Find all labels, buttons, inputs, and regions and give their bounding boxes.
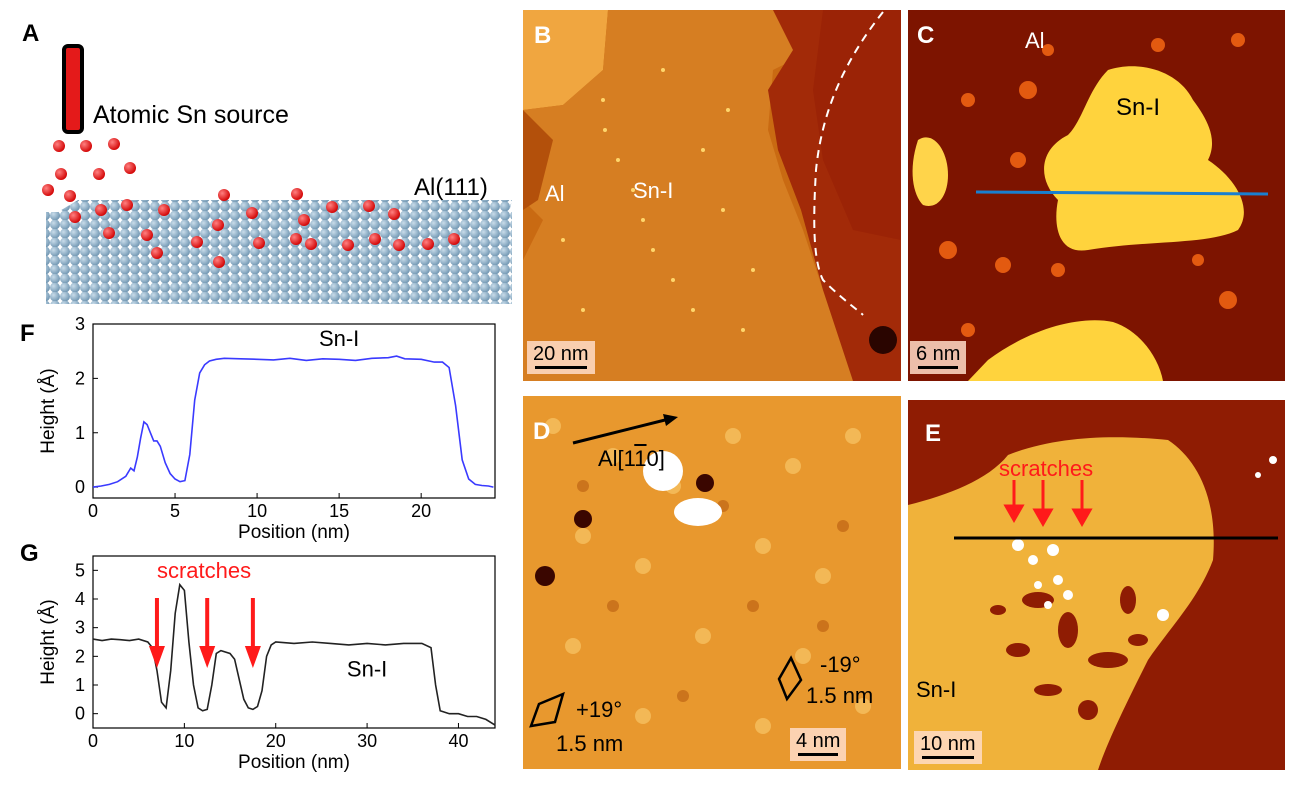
- scalebar-b-text: 20 nm: [533, 343, 589, 365]
- scalebar-d: 4 nm: [790, 728, 847, 761]
- y-tick-label: 2: [75, 646, 85, 666]
- stm-image-b: [523, 10, 901, 381]
- x-tick-label: 0: [88, 731, 98, 751]
- label-sn-c: Sn-I: [1116, 94, 1161, 121]
- y-tick-label: 2: [75, 368, 85, 388]
- panel-letter-d: D: [533, 418, 551, 445]
- chart-g: 0 10 20 30 40 0 1 2 3 4 5 Position (nm) Height (Å) Sn…: [38, 555, 496, 773]
- chart-f-text: 0 5 10 15 20 0 1 2 3 Position (nm) Height (Å) Sn-I: [38, 314, 431, 543]
- x-tick-label: 5: [170, 501, 180, 521]
- chart-g-marks: [92, 582, 496, 726]
- scalebar-e-text: 10 nm: [920, 733, 976, 755]
- y-axis-title: Height (Å): [38, 599, 59, 685]
- al-slab: [46, 212, 512, 304]
- panel-letter-b: B: [534, 22, 552, 49]
- panel-letter-c: C: [917, 22, 935, 49]
- scalebar-d-text: 4 nm: [796, 730, 841, 752]
- source-label: Atomic Sn source: [93, 101, 289, 129]
- chart-g-axes: [92, 555, 496, 729]
- y-tick-label: 3: [75, 618, 85, 638]
- direction-label: Al[110]: [598, 446, 665, 472]
- direction-label-overbar: 1: [634, 446, 647, 471]
- plot-frame: [92, 323, 496, 499]
- stm-image-c: [908, 10, 1285, 381]
- chart-f: 0 5 10 15 20 0 1 2 3 Position (nm) Height (Å) Sn-I: [38, 314, 496, 543]
- source-tube: [62, 44, 84, 134]
- stm-image-e: [908, 400, 1285, 770]
- y-tick-label: 5: [75, 560, 85, 580]
- x-tick-label: 10: [174, 731, 194, 751]
- scratch-arrow-head: [244, 646, 261, 668]
- substrate-label: Al(111): [414, 174, 488, 201]
- y-axis-title: Height (Å): [38, 368, 59, 454]
- chart-g-text: 0 10 20 30 40 0 1 2 3 4 5 Position (nm) Height (Å) Sn…: [38, 558, 468, 773]
- length-right: 1.5 nm: [806, 683, 874, 708]
- x-tick-label: 30: [357, 731, 377, 751]
- label-sn-b: Sn-I: [633, 178, 674, 203]
- x-tick-label: 20: [266, 731, 286, 751]
- x-tick-label: 10: [247, 501, 267, 521]
- scalebar-b: 20 nm: [527, 341, 595, 374]
- profile-line: [92, 582, 496, 726]
- schematic-deposition: [42, 44, 512, 304]
- y-tick-label: 0: [75, 477, 85, 497]
- scratch-arrow-head: [148, 646, 165, 668]
- profile-line: [92, 355, 494, 488]
- scalebar-c: 6 nm: [910, 341, 967, 374]
- x-tick-label: 40: [448, 731, 468, 751]
- x-tick-label: 15: [329, 501, 349, 521]
- label-al-c: Al: [1025, 28, 1045, 53]
- length-left: 1.5 nm: [556, 731, 624, 756]
- y-tick-label: 4: [75, 589, 85, 609]
- stm-image-d: [523, 396, 901, 769]
- angle-left: +19°: [576, 697, 623, 722]
- scalebar-e: 10 nm: [914, 731, 982, 764]
- direction-label-end: 0]: [646, 446, 665, 471]
- annotation-sn-g: Sn-I: [347, 656, 387, 681]
- plot-frame: [92, 555, 496, 729]
- sn-atoms: [42, 138, 460, 268]
- y-tick-label: 3: [75, 314, 85, 334]
- label-al-b: Al: [545, 181, 565, 206]
- x-axis-title: Position (nm): [238, 752, 350, 773]
- scratches-label-g: scratches: [157, 558, 251, 583]
- annotation-sn-f: Sn-I: [319, 326, 359, 351]
- angle-right: -19°: [820, 652, 861, 677]
- panel-letter-f: F: [20, 320, 35, 347]
- scratch-arrows-e: [1003, 480, 1093, 528]
- x-tick-label: 20: [411, 501, 431, 521]
- x-tick-label: 0: [88, 501, 98, 521]
- scratches-label-e: scratches: [999, 456, 1094, 481]
- chart-f-marks: [92, 355, 494, 488]
- y-tick-label: 0: [75, 704, 85, 724]
- panel-letter-a: A: [22, 20, 40, 47]
- direction-label-start: Al[1: [598, 446, 635, 471]
- panel-letter-g: G: [20, 540, 39, 567]
- panel-letter-e: E: [925, 420, 942, 447]
- scratch-arrow-head: [199, 646, 216, 668]
- scalebar-c-text: 6 nm: [916, 343, 961, 365]
- chart-f-axes: [92, 323, 496, 499]
- label-sn-e: Sn-I: [916, 677, 957, 702]
- y-tick-label: 1: [75, 675, 85, 695]
- x-axis-title: Position (nm): [238, 522, 350, 543]
- y-tick-label: 1: [75, 423, 85, 443]
